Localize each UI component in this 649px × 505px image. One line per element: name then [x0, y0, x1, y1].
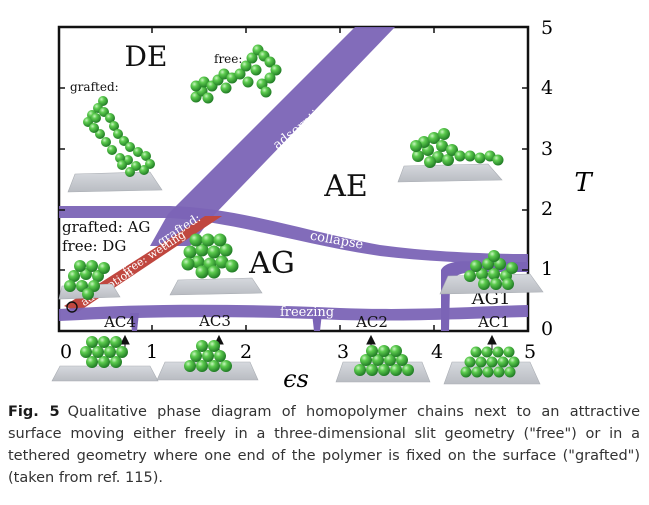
- x-tick-0: 0: [60, 341, 72, 363]
- y-axis: 0 1 2 3 4 5 T: [59, 17, 593, 340]
- figure-caption-text: Qualitative phase diagram of homopolymer…: [8, 404, 640, 486]
- x-axis-label: ϵs: [283, 365, 309, 393]
- crystal-label-ac3: AC3: [198, 312, 231, 330]
- crystal-label-ac4: AC4: [103, 313, 136, 331]
- freezing-transition-band: [59, 304, 528, 321]
- phase-label-de: DE: [125, 40, 168, 73]
- crystal-label-ac2: AC2: [355, 313, 388, 331]
- y-tick-4: 4: [541, 77, 553, 99]
- polymer-conformations: [64, 44, 520, 378]
- crystal-label-ac1: AC1: [477, 313, 510, 331]
- phase-label-ae: AE: [323, 169, 368, 204]
- y-tick-5: 5: [541, 17, 553, 39]
- surface-ag: [169, 277, 263, 296]
- y-axis-label: T: [574, 168, 593, 198]
- x-tick-2: 2: [240, 341, 252, 363]
- y-tick-1: 1: [541, 258, 553, 280]
- ag-adsorbed-globule: [181, 233, 239, 279]
- y-tick-0: 0: [541, 318, 553, 340]
- ae-adsorbed-chain: [410, 128, 504, 168]
- y-tick-3: 3: [541, 138, 553, 160]
- phase-label-free-dg: free: DG: [62, 237, 126, 255]
- collapse-transition-band: [59, 206, 528, 264]
- phase-label-grafted-ag: grafted: AG: [62, 218, 150, 236]
- annotation-grafted: grafted:: [70, 80, 119, 94]
- ac4-ac3-boundary: [130, 313, 139, 331]
- x-tick-3: 3: [337, 341, 349, 363]
- grafted-extended-chain: [83, 96, 155, 177]
- ac3-ac2-boundary: [312, 313, 322, 331]
- ac2-ac1-boundary: [441, 261, 528, 331]
- y-tick-2: 2: [541, 198, 553, 220]
- crystal-labels: AC4 AC3 AC2 AC1: [103, 312, 510, 350]
- surface-ac4: [51, 365, 159, 382]
- dg-globule: [64, 260, 110, 300]
- label-freezing: freezing: [280, 305, 334, 320]
- x-axis: 0 1 2 3 4 5 ϵs: [58, 27, 536, 393]
- figure-caption-label: Fig. 5: [8, 404, 60, 420]
- tricritical-marker: [66, 301, 78, 313]
- surface-grafted-de: [67, 171, 163, 193]
- ac3-crystal: [184, 340, 232, 372]
- x-tick-5: 5: [524, 341, 536, 363]
- figure-caption: Fig. 5 Qualitative phase diagram of homop…: [8, 401, 640, 489]
- x-tick-marks: [58, 27, 529, 331]
- phase-labels: DE AE AG AG1 grafted: AG free: DG: [62, 40, 510, 309]
- free-extended-chain: [190, 44, 282, 104]
- phase-label-ag: AG: [248, 246, 295, 281]
- annotation-free: free:: [214, 52, 242, 66]
- adsorption-transition-band: [150, 27, 395, 246]
- phase-diagram-figure: 0 1 2 3 4 5 ϵs 0 1 2 3 4 5 T DE AE AG AG…: [51, 17, 593, 393]
- ac4-crystal: [80, 336, 128, 368]
- x-tick-1: 1: [146, 341, 158, 363]
- ag1-globule: [464, 250, 518, 290]
- annotations: grafted: free:: [70, 52, 242, 94]
- ac2-crystal: [354, 345, 414, 376]
- ac1-crystal: [460, 346, 520, 378]
- surface-ae: [397, 163, 503, 183]
- x-tick-4: 4: [431, 341, 443, 363]
